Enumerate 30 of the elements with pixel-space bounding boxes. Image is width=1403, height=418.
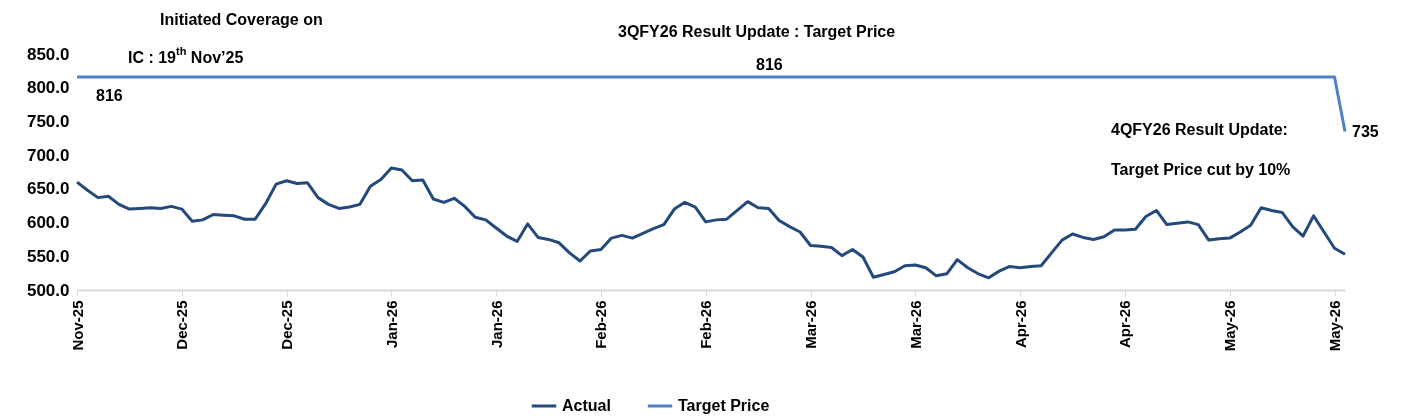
y-tick-label: 800.0 <box>26 78 70 98</box>
legend-label: Target Price <box>678 397 770 414</box>
y-tick-label: 600.0 <box>26 213 70 233</box>
x-tick-label: Feb-26 <box>697 300 715 349</box>
text: 735 <box>1352 123 1379 140</box>
x-tick-label: Dec-25 <box>278 300 296 350</box>
x-tick-label: Apr-26 <box>1116 300 1134 349</box>
x-tick-label: Mar-26 <box>906 300 924 349</box>
x-tick-label: Apr-26 <box>1011 300 1029 349</box>
x-tick-label: Dec-25 <box>173 300 191 350</box>
x-tick-label: Jan-26 <box>382 300 400 349</box>
x-tick-label: May-26 <box>1326 300 1344 352</box>
x-tick-label: Feb-26 <box>592 300 610 349</box>
annotation: 816 <box>96 87 123 104</box>
annotation: 4QFY26 Result Update: <box>1111 121 1288 138</box>
x-tick-label: Nov-25 <box>68 300 86 351</box>
y-tick-label: 500.0 <box>26 280 70 300</box>
x-tick-label: May-26 <box>1221 300 1239 352</box>
text: Initiated Coverage on <box>160 11 323 28</box>
legend-label: Actual <box>562 397 611 414</box>
x-tick-label: Mar-26 <box>802 300 820 349</box>
y-tick-label: 850.0 <box>26 44 70 64</box>
text: 3QFY26 Result Update : Target Price <box>618 23 896 40</box>
y-tick-label: 700.0 <box>26 145 70 165</box>
y-tick-label: 550.0 <box>26 246 70 266</box>
y-tick-label: 650.0 <box>26 179 70 199</box>
annotation: Target Price cut by 10% <box>1111 161 1291 178</box>
y-tick-label: 750.0 <box>26 111 70 131</box>
x-tick-label: Jan-26 <box>487 300 505 349</box>
annotation: 816 <box>756 56 783 73</box>
